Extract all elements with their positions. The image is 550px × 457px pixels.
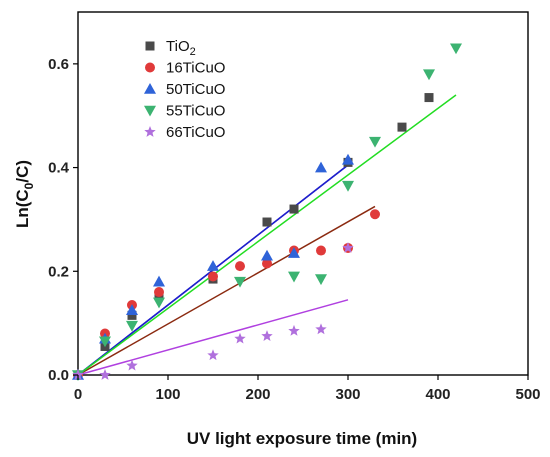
axis-ticks: 0 100 200 300 400 500 0.0 0.2 0.4 0.6 [48,56,540,403]
plot-frame [77,11,529,376]
data-point-50ticuo [153,275,165,287]
legend-label-tio2: TiO2 [166,38,196,58]
legend-label-50ticuo: 50TiCuO [166,81,225,98]
x-tick-label: 100 [155,386,180,403]
series-16ticuo [73,209,380,380]
data-point-tio2 [289,204,299,214]
fit-line-16ticuo [77,205,376,376]
x-tick-label: 500 [515,386,540,403]
data-point-tio2 [127,310,137,320]
data-point-16ticuo [262,258,272,269]
data-point-50ticuo [342,153,354,165]
y-axis-title-subscript: 0 [22,182,36,189]
data-point-50ticuo [207,260,219,271]
x-tick-label: 300 [335,386,360,403]
y-tick-label: 0.6 [48,56,69,73]
data-point-55ticuo [315,274,327,286]
legend-label-55ticuo: 55TiCuO [166,103,225,120]
y-tick-label: 0.2 [48,263,69,280]
data-point-66ticuo [99,369,111,380]
data-point-tio2 [397,122,407,132]
plot-area-border [77,11,529,376]
data-point-50ticuo [261,249,273,261]
legend: TiO2 16TiCuO 50TiCuO 55TiCuO 66TiCuO [144,38,225,141]
data-point-16ticuo [235,261,245,272]
legend-label-16ticuo: 16TiCuO [166,60,225,77]
data-point-55ticuo [99,336,111,348]
data-point-55ticuo [450,43,462,55]
fit-line-55ticuo [77,94,457,376]
data-point-66ticuo [234,332,246,344]
data-point-16ticuo [208,271,218,282]
data-point-66ticuo [126,359,138,371]
data-point-50ticuo [126,304,138,315]
data-point-55ticuo [288,271,300,283]
data-point-66ticuo [342,241,354,253]
y-tick-label: 0.4 [48,160,70,177]
y-axis-title-tail: /C) [13,160,32,183]
data-point-50ticuo [315,161,327,173]
legend-marker-55ticuo [144,105,156,117]
data-point-55ticuo [342,180,354,192]
data-point-tio2 [262,217,272,227]
data-point-16ticuo [370,209,380,220]
data-point-55ticuo [369,136,381,148]
legend-marker-50ticuo [144,83,156,94]
x-tick-label: 400 [425,386,450,403]
x-axis-title: UV light exposure time (min) [187,429,417,448]
x-tick-label: 200 [245,386,270,403]
data-point-16ticuo [154,287,164,298]
y-tick-label: 0.0 [48,367,69,384]
legend-marker-tio2 [145,41,155,51]
data-point-66ticuo [288,324,300,336]
data-point-55ticuo [153,297,165,309]
fit-line-66ticuo [77,299,349,376]
legend-label-66ticuo: 66TiCuO [166,124,225,141]
data-point-55ticuo [423,69,435,81]
data-point-tio2 [424,93,434,103]
data-point-66ticuo [315,323,327,335]
legend-marker-16ticuo [145,62,155,73]
data-point-50ticuo [288,247,300,258]
y-axis-title-main: Ln(C [13,189,32,228]
x-tick-label: 0 [74,386,82,403]
data-point-16ticuo [316,245,326,256]
y-axis-title: Ln(C0/C) [13,160,36,228]
legend-marker-66ticuo [144,126,156,137]
data-markers [72,43,462,381]
data-point-66ticuo [261,330,273,341]
data-point-55ticuo [126,320,138,332]
data-point-55ticuo [234,276,246,288]
data-point-66ticuo [207,349,219,361]
